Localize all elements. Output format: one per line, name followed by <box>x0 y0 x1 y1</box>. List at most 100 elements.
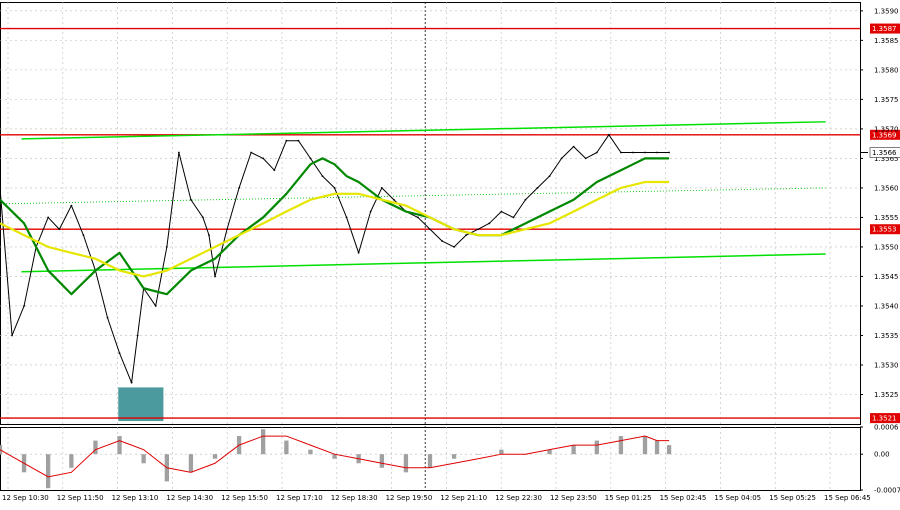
oscillator-pane-border <box>0 427 861 491</box>
trendline <box>21 121 826 140</box>
price-point <box>644 151 646 154</box>
oscillator-bar <box>117 436 122 455</box>
x-tick-label: 12 Sep 19:50 <box>386 494 433 502</box>
grid-lines <box>0 2 860 490</box>
price-point <box>488 222 491 225</box>
x-tick-label: 12 Sep 13:10 <box>112 494 159 502</box>
current-price-tag <box>869 147 900 158</box>
oscillator-bar <box>69 454 74 468</box>
y-tick-label: 1.3535 <box>874 332 899 340</box>
oscillator-bar <box>308 449 313 455</box>
y-tick-label: 1.3540 <box>874 302 899 310</box>
y-tick-label: 1.3570 <box>874 125 899 133</box>
x-tick-label: 12 Sep 15:50 <box>221 494 268 502</box>
price-point <box>380 187 383 189</box>
chart-frame <box>0 2 861 491</box>
price-point <box>333 187 336 189</box>
oscillator-bar <box>188 454 194 473</box>
x-tick-label: 15 Sep 02:45 <box>660 494 707 502</box>
oscillator-bar <box>618 436 624 455</box>
level-label: 1.3587 <box>872 25 897 33</box>
price-point <box>297 139 300 142</box>
price-point <box>453 246 455 248</box>
price-point <box>524 198 527 201</box>
price-point <box>58 228 61 231</box>
x-tick-label: 15 Sep 05:25 <box>769 494 816 502</box>
level-tag <box>870 23 900 34</box>
x-tick-label: 15 Sep 04:05 <box>714 494 761 502</box>
oscillator-bar <box>0 445 3 455</box>
price-point <box>11 334 13 337</box>
oscillator-bar <box>666 445 672 455</box>
price-point <box>656 151 658 154</box>
oscillator-bar <box>451 454 457 459</box>
price-point <box>512 216 515 219</box>
oscillator-signal-line <box>0 435 670 478</box>
y-tick-label: 1.3530 <box>874 361 899 369</box>
price-point <box>345 216 348 219</box>
price-point <box>536 187 539 189</box>
price-point <box>118 352 121 355</box>
price-point <box>214 275 216 278</box>
oscillator-bar <box>476 454 481 455</box>
price-point <box>250 151 253 154</box>
oscillator-bar <box>284 440 289 455</box>
axis-labels: 12 Sep 10:30 12 Sep 11:50 12 Sep 13:10 12 S… <box>2 7 900 502</box>
price-point <box>154 305 157 307</box>
price-point <box>595 151 598 154</box>
price-point <box>309 157 312 160</box>
horizontal-levels: 1.3587 1.3569 1.3553 1.3521 <box>0 23 900 424</box>
price-point <box>357 251 360 254</box>
moving-average-line <box>0 180 670 278</box>
price-point <box>190 198 192 201</box>
price-point <box>441 240 443 242</box>
x-tick-label: 15 Sep 01:25 <box>605 494 652 502</box>
price-point <box>208 234 210 237</box>
oscillator-bar <box>261 429 266 455</box>
price-point <box>500 210 503 213</box>
x-tick-label: 12 Sep 14:30 <box>166 494 213 502</box>
price-point <box>668 151 670 154</box>
oscillator-bar <box>46 454 51 489</box>
price-point <box>417 216 419 219</box>
x-tick-label: 12 Sep 22:30 <box>495 494 542 502</box>
price-point <box>285 139 288 142</box>
price-point <box>548 175 551 178</box>
oscillator-bar <box>654 440 660 455</box>
price-point <box>47 216 50 219</box>
x-tick-label: 15 Sep 06:45 <box>824 494 871 502</box>
price-point <box>136 334 139 337</box>
price-point <box>477 228 480 231</box>
y-tick-label: 1.3525 <box>874 391 899 399</box>
y-tick-label: 1.3575 <box>874 96 899 104</box>
level-tag <box>870 224 900 235</box>
dotted-trendline <box>0 187 826 205</box>
price-point <box>572 145 575 148</box>
oscillator-bar <box>547 449 552 455</box>
price-point <box>202 216 204 219</box>
y-tick-label: 1.3550 <box>874 243 899 251</box>
price-point <box>106 316 109 319</box>
oscillator-bar <box>141 454 146 464</box>
price-point <box>238 187 240 189</box>
price-point <box>620 151 622 154</box>
y-tick-label: 1.3545 <box>874 273 899 281</box>
price-point <box>23 305 25 307</box>
oscillator-bar <box>403 454 409 473</box>
price-point <box>177 151 180 154</box>
x-tick-label: 12 Sep 18:30 <box>331 494 378 502</box>
price-point <box>262 157 265 160</box>
price-point <box>273 169 276 172</box>
level-label: 1.3569 <box>872 131 897 139</box>
price-point <box>0 187 1 189</box>
y-tick-label: 1.3585 <box>874 37 899 45</box>
price-point <box>465 234 468 237</box>
price-point <box>165 246 168 248</box>
x-tick-label: 12 Sep 10:30 <box>2 494 49 502</box>
price-point <box>321 175 324 178</box>
price-point <box>392 198 395 201</box>
moving-average-line <box>0 157 670 296</box>
price-close-line <box>0 134 670 384</box>
